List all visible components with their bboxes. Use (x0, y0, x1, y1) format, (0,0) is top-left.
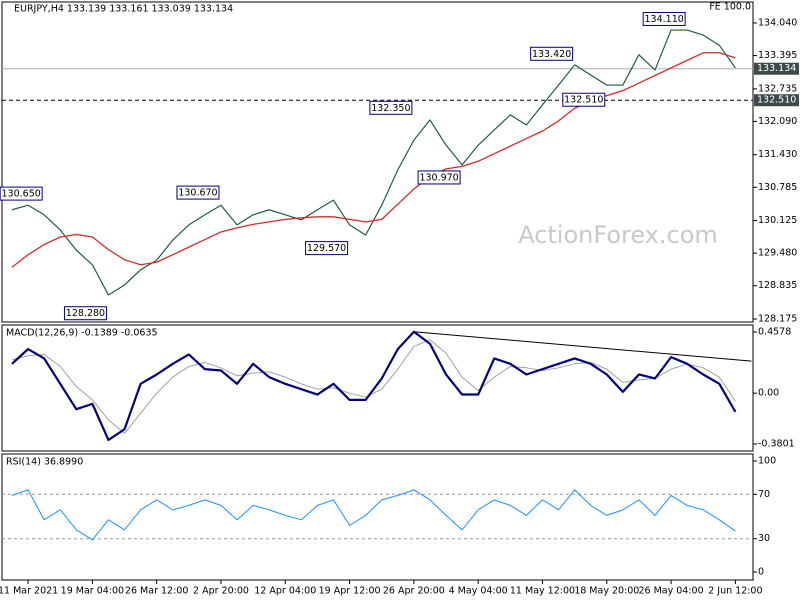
y-tick-label: 128.835 (758, 280, 797, 291)
swing-box (63, 306, 107, 321)
x-tick-label: 26 Apr 20:00 (383, 586, 445, 597)
series-line (11, 52, 736, 268)
indicator-label: RSI(14) 36.8990 (6, 457, 83, 468)
y-tick-label: 0.4578 (758, 327, 791, 338)
chart-title: EURJPY,H4 133.139 133.161 133.039 133.13… (14, 4, 233, 15)
y-tick-label: 130.125 (758, 215, 797, 226)
swing-label: 134.110 (645, 14, 684, 25)
y-tick-label: 129.480 (758, 248, 797, 259)
panel (1, 453, 754, 581)
y-tick-label: 0 (758, 567, 764, 578)
x-tick-label: 19 Apr 12:00 (319, 586, 381, 597)
swing-label: 132.510 (564, 95, 603, 106)
y-tick-label: 0.00 (758, 388, 779, 399)
x-tick-label: 4 May 04:00 (449, 586, 508, 597)
swing-box (530, 46, 574, 61)
x-tick-label: 12 Apr 04:00 (254, 586, 316, 597)
y-tick-label: 134.040 (758, 17, 797, 28)
price-label-box (754, 62, 799, 75)
y-tick-label: 128.175 (758, 314, 797, 325)
swing-box (369, 100, 413, 115)
watermark: ActionForex.com (518, 221, 718, 249)
price-label: 133.134 (757, 63, 796, 74)
y-tick-label: 70 (758, 489, 770, 500)
indicator-label: MACD(12,26,9) -0.1389 -0.0635 (6, 328, 158, 339)
y-tick-label: 132.735 (758, 83, 797, 94)
swing-box (0, 186, 43, 201)
y-tick-label: 133.395 (758, 50, 797, 61)
swing-label: 132.350 (371, 103, 410, 114)
swing-label: 128.280 (66, 308, 105, 319)
y-tick-label: 30 (758, 533, 770, 544)
y-tick-label: 130.785 (758, 182, 797, 193)
y-tick-label: -0.3801 (758, 438, 795, 449)
x-tick-label: 19 Mar 04:00 (61, 586, 124, 597)
x-tick-label: 18 May 20:00 (574, 586, 639, 597)
swing-label: 130.970 (419, 172, 458, 183)
panel (1, 1, 754, 323)
swing-box (642, 11, 686, 26)
y-tick-label: 131.430 (758, 149, 797, 160)
price-label: 132.510 (757, 95, 796, 106)
panel (1, 324, 754, 452)
price-label-box (754, 94, 799, 107)
swing-label: 129.570 (307, 243, 346, 254)
x-tick-label: 26 May 04:00 (638, 586, 703, 597)
swing-label: 130.650 (2, 189, 41, 200)
marker-label: FE 100.0 (709, 2, 751, 13)
series-line (11, 330, 737, 442)
swing-label: 133.420 (532, 49, 571, 60)
x-tick-label: 2 Apr 20:00 (193, 586, 249, 597)
x-tick-label: 2 Jun 12:00 (708, 586, 762, 597)
swing-box (305, 241, 349, 256)
swing-label: 130.670 (178, 188, 217, 199)
x-tick-label: 11 May 12:00 (510, 586, 575, 597)
trendline (413, 331, 752, 362)
series-line (11, 489, 736, 541)
series-line (11, 339, 736, 434)
y-tick-label: 100 (758, 455, 776, 466)
y-tick-label: 132.090 (758, 116, 797, 127)
x-tick-label: 26 Mar 12:00 (125, 586, 188, 597)
swing-box (176, 185, 220, 200)
swing-box (417, 170, 461, 185)
swing-box (562, 92, 606, 107)
x-tick-label: 11 Mar 2021 (0, 586, 58, 597)
